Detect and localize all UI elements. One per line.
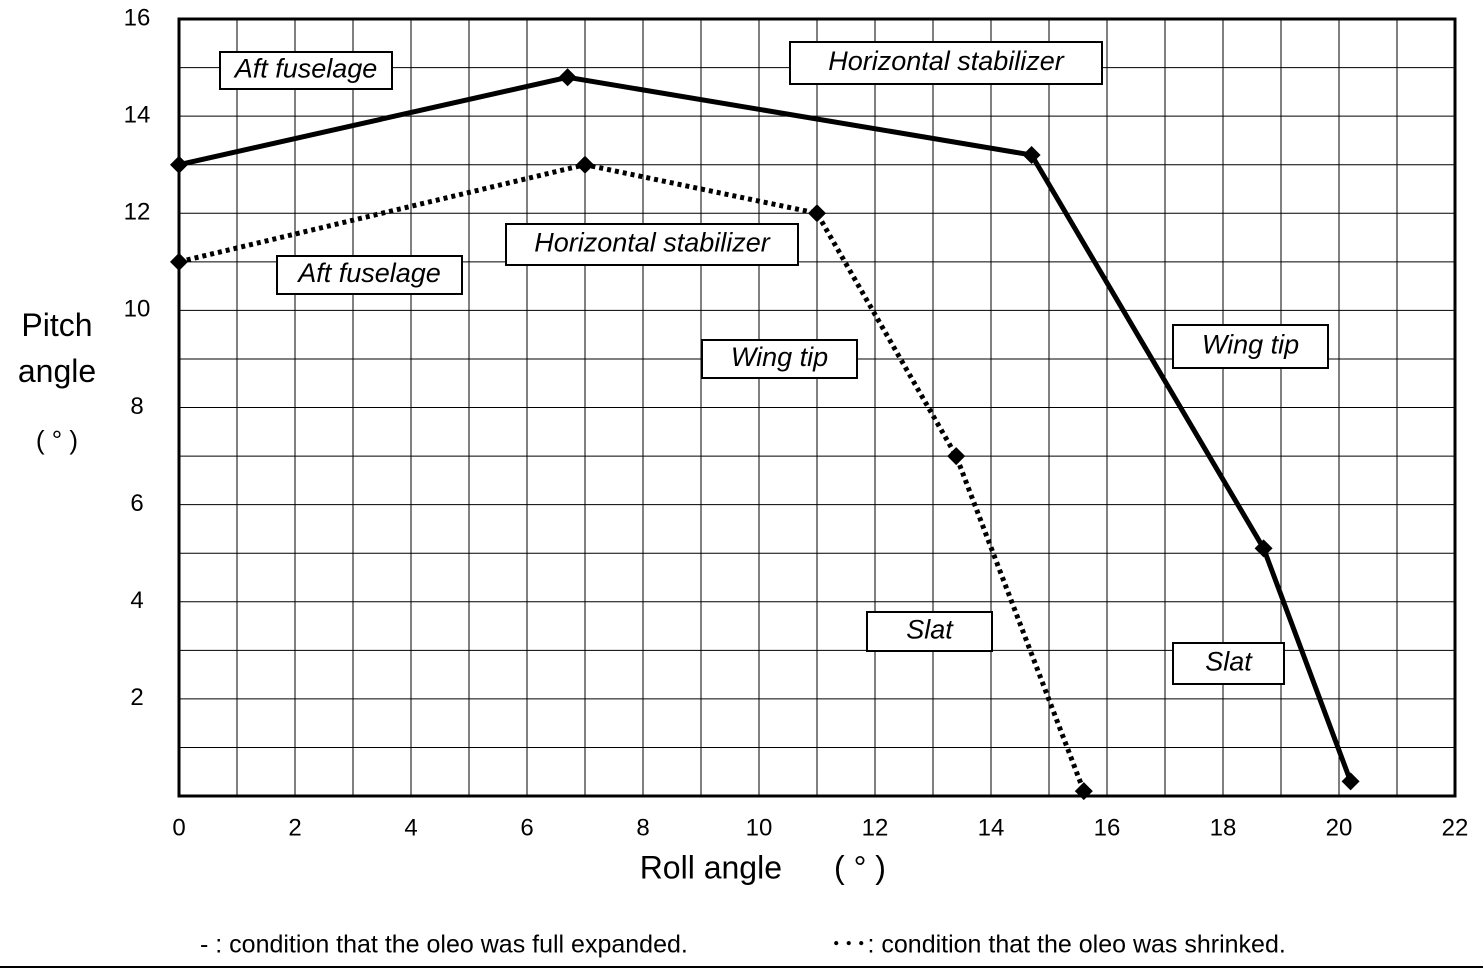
x-tick-label: 4 xyxy=(404,814,417,841)
data-point xyxy=(558,68,577,87)
annotation: Aft fuselage xyxy=(233,54,378,84)
annotation-box xyxy=(1172,324,1329,369)
annotation: Aft fuselage xyxy=(296,258,441,288)
y-axis-label: Pitch angle xyxy=(18,307,96,389)
annotation: Wing tip xyxy=(1202,330,1299,360)
x-tick-label: 6 xyxy=(520,814,533,841)
annotation: Slat xyxy=(1205,647,1253,677)
x-tick-label: 12 xyxy=(862,814,889,841)
legend-entry: - : condition that the oleo was full exp… xyxy=(200,931,688,959)
data-point xyxy=(170,155,188,174)
annotation-box xyxy=(701,339,858,379)
data-point xyxy=(1341,772,1360,791)
x-tick-label: 18 xyxy=(1210,814,1237,841)
y-tick-label: 10 xyxy=(124,296,151,323)
x-tick-label: 16 xyxy=(1094,814,1121,841)
legend-entry: ･･･: condition that the oleo was shrinke… xyxy=(830,931,1286,959)
plot-frame xyxy=(177,17,1457,798)
data-point xyxy=(576,155,594,174)
data-point xyxy=(808,204,826,223)
x-tick-label: 22 xyxy=(1442,814,1469,841)
annotation-box xyxy=(789,41,1103,85)
y-axis-unit: ( ° ) xyxy=(36,425,78,455)
y-tick-label: 14 xyxy=(124,101,151,128)
x-tick-label: 8 xyxy=(636,814,649,841)
annotation-box xyxy=(505,223,799,266)
data-point xyxy=(1074,782,1093,801)
annotation-box xyxy=(1172,642,1285,685)
data-point xyxy=(170,252,188,271)
annotation: Horizontal stabilizer xyxy=(534,228,771,258)
y-tick-label: 8 xyxy=(130,393,143,420)
x-tick-label: 14 xyxy=(978,814,1005,841)
y-tick-label: 4 xyxy=(130,587,143,614)
annotation-box xyxy=(276,255,463,295)
y-tick-label: 6 xyxy=(130,490,143,517)
y-tick-label: 2 xyxy=(130,684,143,711)
data-point xyxy=(1254,539,1273,558)
y-tick-label: 12 xyxy=(124,199,151,226)
x-tick-label: 0 xyxy=(172,814,185,841)
data-point xyxy=(1022,145,1041,164)
y-tick-label: 16 xyxy=(124,4,151,31)
x-tick-label: 2 xyxy=(288,814,301,841)
annotation-box xyxy=(219,51,393,90)
annotation: Horizontal stabilizer xyxy=(828,46,1065,76)
x-tick-label: 10 xyxy=(746,814,773,841)
annotation-box xyxy=(866,611,993,652)
annotation: Wing tip xyxy=(731,342,828,372)
x-tick-label: 20 xyxy=(1326,814,1353,841)
data-point xyxy=(947,447,966,466)
annotation: Slat xyxy=(906,615,954,645)
x-axis-label: Roll angle xyxy=(640,849,782,885)
x-axis-unit: ( ° ) xyxy=(834,849,886,885)
